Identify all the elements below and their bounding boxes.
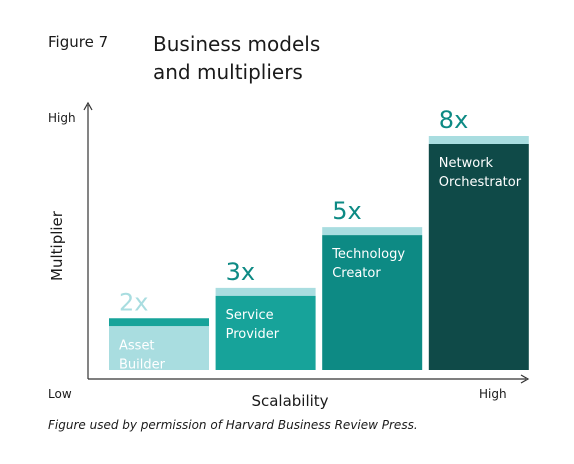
- bar-category-label: Builder: [119, 357, 166, 372]
- chart-labels: High Low High Scalability Multiplier 2x Asset B…: [48, 106, 522, 410]
- x-axis-arrow-icon: [520, 374, 530, 384]
- y-axis-arrow-icon: [83, 101, 93, 111]
- bar-value-label: 2x: [119, 288, 148, 316]
- bar-category-label: Orchestrator: [439, 175, 522, 190]
- y-axis-high-label: High: [48, 111, 76, 125]
- bar: [428, 144, 529, 370]
- bar-cap: [215, 287, 316, 296]
- bar-cap: [428, 136, 529, 144]
- bar-category-label: Provider: [226, 327, 280, 342]
- x-axis-high-label: High: [479, 387, 507, 401]
- chart-title-line-2: and multipliers: [153, 60, 303, 84]
- bar-category-label: Network: [439, 156, 494, 171]
- bar-value-label: 8x: [439, 106, 468, 134]
- bar-category-label: Technology: [331, 247, 405, 262]
- bar-category-label: Creator: [332, 266, 381, 281]
- bar-category-label: Asset: [119, 338, 155, 353]
- chart-title-line-1: Business models: [153, 32, 321, 56]
- figure-caption: Figure used by permission of Harvard Bus…: [48, 418, 418, 432]
- bar-cap: [109, 318, 209, 327]
- bar-value-label: 3x: [226, 258, 255, 286]
- bar-value-label: 5x: [332, 197, 361, 225]
- y-axis-label: Multiplier: [48, 210, 66, 281]
- x-axis-label: Scalability: [251, 392, 328, 410]
- chart-bars: [109, 136, 529, 370]
- bar-category-label: Service: [226, 308, 274, 323]
- figure-label: Figure 7: [48, 33, 109, 51]
- chart-axes: [83, 101, 530, 384]
- bar: [322, 235, 423, 370]
- bar-cap: [322, 227, 423, 236]
- x-axis-low-label: Low: [48, 387, 72, 401]
- bar: [109, 326, 209, 370]
- chart-title: Business models and multipliers: [153, 30, 413, 86]
- bar: [215, 295, 316, 370]
